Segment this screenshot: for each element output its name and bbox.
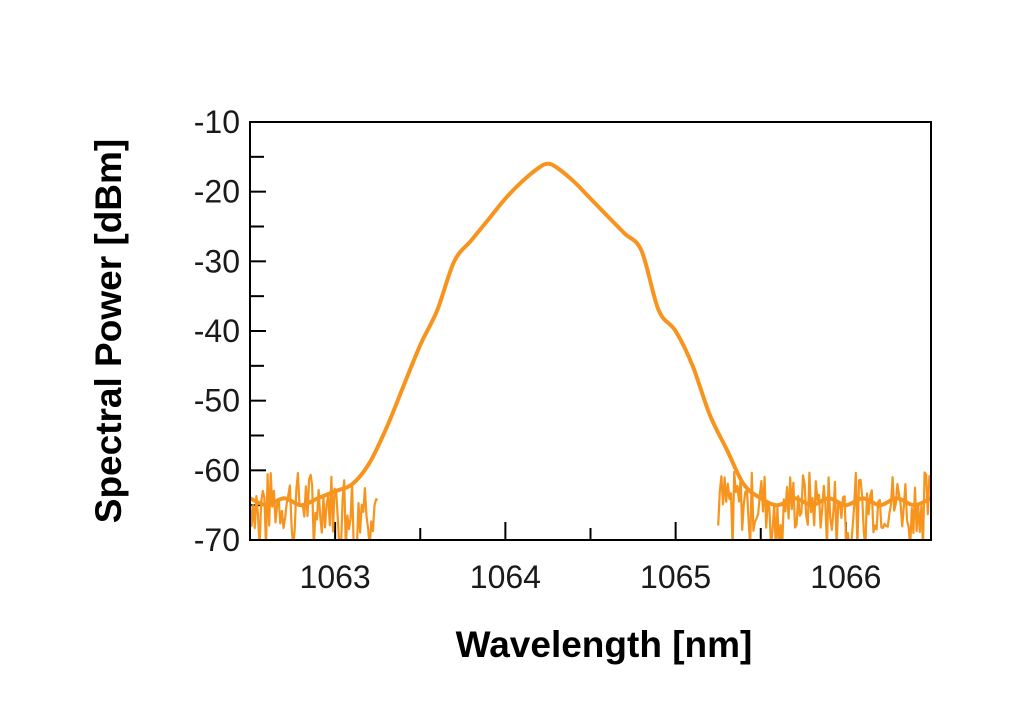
x-tick-label: 1064	[470, 559, 541, 595]
x-tick-label: 1065	[640, 559, 711, 595]
y-tick-label: -10	[194, 104, 240, 140]
y-tick-label: -60	[194, 452, 240, 488]
x-tick-label: 1063	[300, 559, 371, 595]
y-axis-title: Spectral Power [dBm]	[88, 139, 129, 523]
spectrum-line	[250, 161, 931, 508]
x-tick-label: 1066	[810, 559, 881, 595]
noise-floor-trace	[250, 472, 379, 540]
y-axis-ticks	[250, 121, 266, 541]
x-axis-ticks	[334, 522, 847, 540]
noise-floor-trace	[717, 470, 931, 540]
y-tick-label: -50	[194, 383, 240, 419]
y-tick-label: -30	[194, 243, 240, 279]
x-axis-tick-labels: 1063 1064 1065 1066	[300, 559, 882, 595]
y-tick-label: -20	[194, 174, 240, 210]
x-axis-title: Wavelength [nm]	[456, 624, 753, 665]
y-tick-label: -70	[194, 522, 240, 558]
plot-data	[250, 161, 931, 540]
plot-frame	[249, 121, 932, 541]
y-axis-tick-labels: -10 -20 -30 -40 -50 -60 -70	[194, 104, 240, 558]
y-tick-label: -40	[194, 313, 240, 349]
